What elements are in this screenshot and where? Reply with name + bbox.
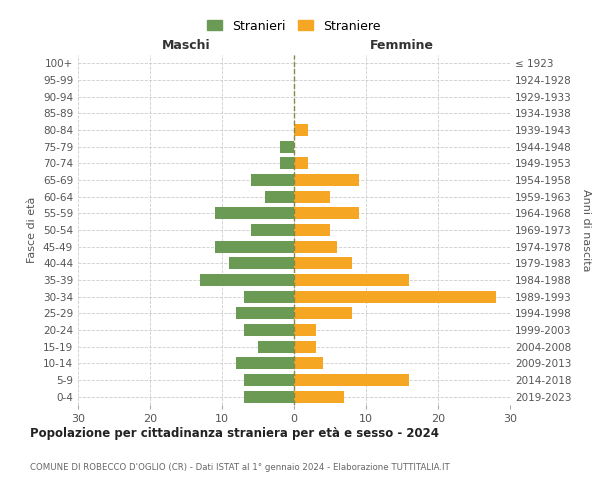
Y-axis label: Fasce di età: Fasce di età bbox=[28, 197, 37, 263]
Text: Popolazione per cittadinanza straniera per età e sesso - 2024: Popolazione per cittadinanza straniera p… bbox=[30, 428, 439, 440]
Bar bbox=[236, 308, 294, 320]
Bar bbox=[294, 340, 316, 352]
Bar bbox=[294, 358, 323, 370]
Bar bbox=[244, 290, 294, 302]
Bar bbox=[294, 240, 337, 252]
Bar bbox=[215, 208, 294, 220]
Bar bbox=[251, 224, 294, 236]
Bar bbox=[229, 258, 294, 270]
Bar bbox=[236, 358, 294, 370]
Bar bbox=[294, 390, 344, 402]
Legend: Stranieri, Straniere: Stranieri, Straniere bbox=[203, 16, 385, 36]
Bar bbox=[244, 374, 294, 386]
Bar bbox=[294, 208, 359, 220]
Bar bbox=[294, 224, 330, 236]
Bar bbox=[294, 124, 308, 136]
Bar bbox=[200, 274, 294, 286]
Text: Maschi: Maschi bbox=[161, 38, 211, 52]
Bar bbox=[280, 158, 294, 170]
Bar bbox=[294, 190, 330, 202]
Bar bbox=[294, 290, 496, 302]
Bar bbox=[294, 324, 316, 336]
Bar bbox=[251, 174, 294, 186]
Y-axis label: Anni di nascita: Anni di nascita bbox=[581, 188, 591, 271]
Bar bbox=[244, 390, 294, 402]
Bar bbox=[294, 374, 409, 386]
Text: Femmine: Femmine bbox=[370, 38, 434, 52]
Bar bbox=[215, 240, 294, 252]
Text: COMUNE DI ROBECCO D'OGLIO (CR) - Dati ISTAT al 1° gennaio 2024 - Elaborazione TU: COMUNE DI ROBECCO D'OGLIO (CR) - Dati IS… bbox=[30, 462, 450, 471]
Bar bbox=[258, 340, 294, 352]
Bar bbox=[244, 324, 294, 336]
Bar bbox=[294, 258, 352, 270]
Bar bbox=[294, 308, 352, 320]
Bar bbox=[265, 190, 294, 202]
Bar bbox=[294, 158, 308, 170]
Bar bbox=[280, 140, 294, 152]
Bar bbox=[294, 274, 409, 286]
Bar bbox=[294, 174, 359, 186]
